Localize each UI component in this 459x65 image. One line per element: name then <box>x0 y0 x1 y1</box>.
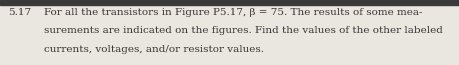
Text: currents, voltages, and/or resistor values.: currents, voltages, and/or resistor valu… <box>44 45 263 54</box>
Bar <box>0 0 459 5</box>
Text: 5.17: 5.17 <box>8 8 31 17</box>
Text: surements are indicated on the figures. Find the values of the other labeled: surements are indicated on the figures. … <box>44 26 442 35</box>
Text: For all the transistors in Figure P5.17, β = 75. The results of some mea-: For all the transistors in Figure P5.17,… <box>44 8 421 17</box>
